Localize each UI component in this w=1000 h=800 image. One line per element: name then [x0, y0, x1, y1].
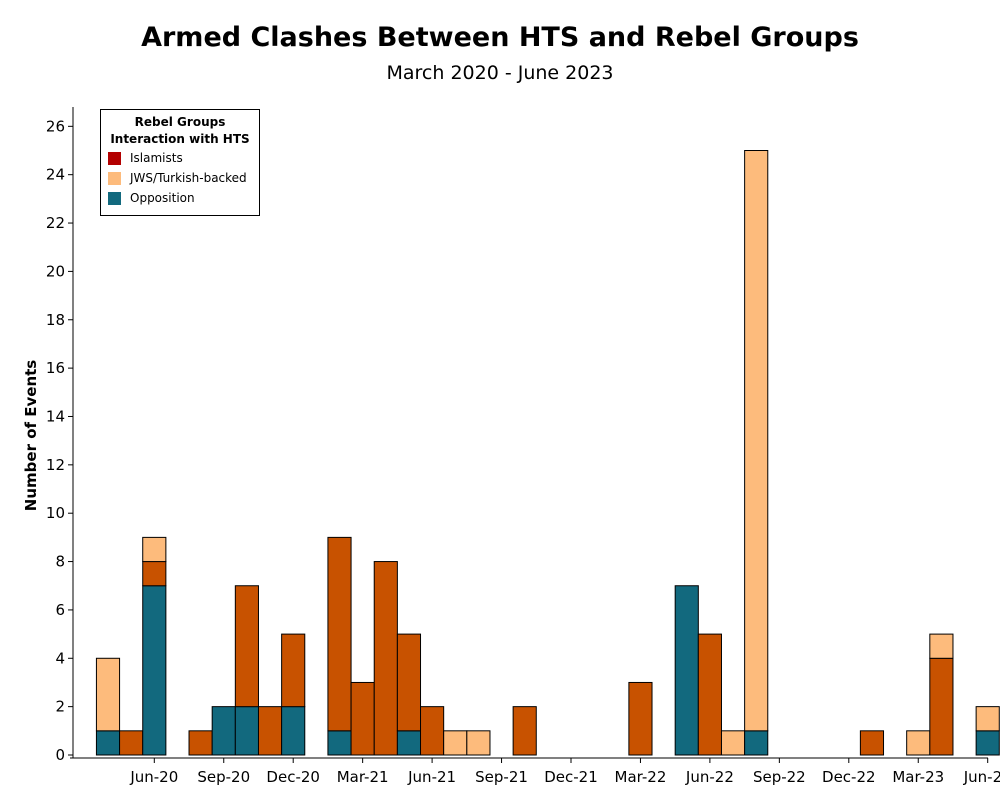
bar-segment	[744, 150, 769, 732]
bar-segment	[327, 730, 352, 756]
y-tick-label: 6	[55, 601, 65, 619]
bar-segment	[327, 536, 352, 732]
bar-segment	[142, 561, 167, 587]
bar-segment	[744, 730, 769, 756]
x-tick-label: Jun-22	[685, 768, 734, 786]
x-tick-label: Jun-21	[407, 768, 456, 786]
legend-item-opposition: Opposition	[101, 188, 259, 208]
legend-label: Islamists	[130, 151, 183, 165]
bar-segment	[95, 730, 121, 756]
legend-label: JWS/Turkish-backed	[130, 171, 247, 185]
bar-segment	[512, 706, 537, 756]
x-tick-label: Mar-21	[337, 768, 389, 786]
y-tick-label: 2	[55, 698, 65, 716]
bar-segment	[929, 633, 954, 659]
bar-segment	[350, 681, 375, 756]
legend-swatch	[108, 151, 121, 165]
bar-segment	[211, 706, 236, 756]
legend-swatch	[108, 171, 121, 185]
y-tick-label: 24	[46, 166, 65, 184]
legend-swatch	[108, 191, 121, 205]
bar-segment	[142, 536, 167, 563]
bar-segment	[420, 706, 445, 756]
x-tick-label: Sep-20	[197, 768, 250, 786]
bar-segment	[697, 633, 722, 756]
y-tick-label: 10	[46, 504, 65, 522]
legend-title-line2: Interaction with HTS	[110, 132, 250, 146]
y-tick-label: 20	[46, 262, 65, 280]
x-tick-label: Sep-22	[753, 768, 806, 786]
legend-item-jws-turkish-backed: JWS/Turkish-backed	[101, 168, 259, 188]
bar-segment	[975, 730, 1000, 756]
y-tick-label: 12	[46, 456, 65, 474]
bar-segment	[396, 730, 422, 756]
x-tick-label: Dec-20	[266, 768, 320, 786]
x-tick-label: Jun-23	[963, 768, 1000, 786]
legend-item-islamists: Islamists	[101, 148, 259, 168]
bar-segment	[906, 730, 931, 756]
y-tick-label: 26	[46, 117, 65, 135]
bar-segment	[281, 633, 306, 708]
bar-segment	[859, 730, 885, 756]
x-tick-label: Jun-20	[129, 768, 178, 786]
x-tick-label: Sep-21	[475, 768, 528, 786]
bar-segment	[95, 657, 121, 732]
bar-segment	[975, 706, 1000, 732]
x-tick-label: Dec-22	[822, 768, 876, 786]
x-tick-label: Dec-21	[544, 768, 598, 786]
bar-segment	[142, 585, 167, 756]
y-tick-label: 0	[55, 746, 65, 764]
bar-segment	[466, 730, 491, 756]
legend-title-line1: Rebel Groups	[134, 115, 226, 129]
x-tick-label: Mar-23	[892, 768, 944, 786]
bar-segment	[720, 730, 746, 756]
bar-segment	[119, 730, 144, 756]
legend: Rebel Groups Interaction with HTS Islami…	[100, 109, 260, 216]
bar-segment	[929, 657, 954, 756]
bar-segment	[628, 681, 653, 756]
chart-title: Armed Clashes Between HTS and Rebel Grou…	[141, 22, 859, 53]
bar-segment	[443, 730, 468, 756]
bar-segment	[234, 585, 259, 708]
bar-segment	[188, 730, 213, 756]
y-tick-label: 14	[46, 407, 65, 425]
y-axis-label: Number of Events	[22, 360, 40, 511]
bar-segment	[234, 706, 259, 756]
bar-segment	[281, 706, 306, 756]
y-tick-label: 22	[46, 214, 65, 232]
y-tick-label: 8	[55, 553, 65, 571]
y-tick-label: 18	[46, 311, 65, 329]
bar-segment	[257, 706, 283, 756]
bar-segment	[674, 585, 699, 756]
y-tick-label: 4	[55, 649, 65, 667]
x-tick-label: Mar-22	[615, 768, 667, 786]
bar-segment	[396, 633, 422, 732]
legend-title: Rebel Groups Interaction with HTS	[101, 114, 259, 148]
legend-label: Opposition	[130, 191, 195, 205]
bar-segment	[373, 561, 398, 756]
chart-subtitle: March 2020 - June 2023	[386, 62, 614, 84]
y-tick-label: 16	[46, 359, 65, 377]
